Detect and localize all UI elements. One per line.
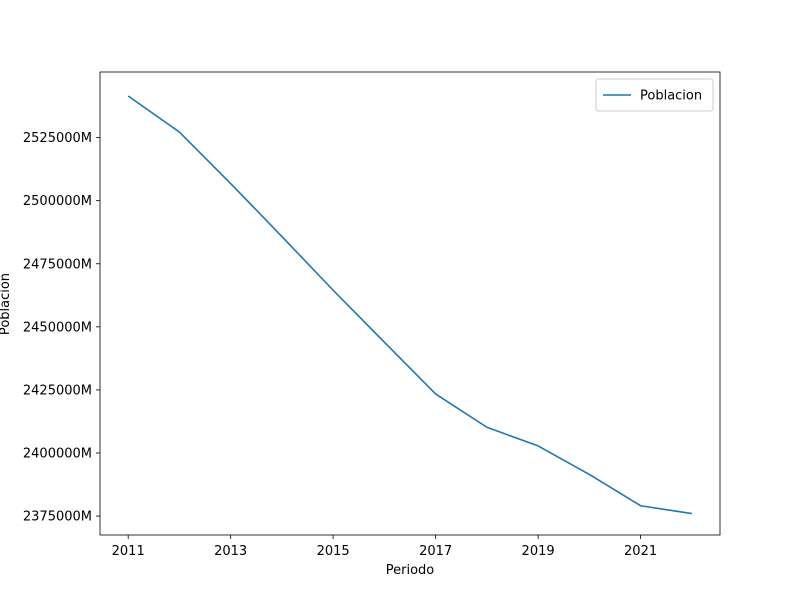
series-line-0 [127,95,692,515]
y-tick-label: 2400000M [23,446,92,461]
y-tick-label: 2500000M [23,194,92,209]
x-tick-label: 2011 [112,544,145,559]
plot-area [99,71,721,536]
x-tick-label: 2021 [624,544,657,559]
y-axis-ticks: 2375000M 2400000M 2425000M 2450000M 2475000M… [23,131,100,525]
legend: Poblacion [595,78,714,112]
y-tick-label: 2425000M [23,383,92,398]
y-axis-label: Poblacion [0,273,13,335]
legend-label: Poblacion [640,89,702,104]
x-tick-label: 2017 [419,544,452,559]
y-tick-label: 2450000M [23,320,92,335]
y-tick-label: 2375000M [23,510,92,525]
x-tick-label: 2015 [317,544,350,559]
y-tick-label: 2475000M [23,257,92,272]
x-axis-ticks: 2011 2013 2015 2017 2019 2021 [112,535,657,559]
x-tick-label: 2013 [214,544,247,559]
x-tick-label: 2019 [522,544,555,559]
axes-frame [99,71,721,536]
y-tick-label: 2525000M [23,131,92,146]
x-axis-label: Periodo [386,563,435,578]
legend-box [595,78,714,112]
